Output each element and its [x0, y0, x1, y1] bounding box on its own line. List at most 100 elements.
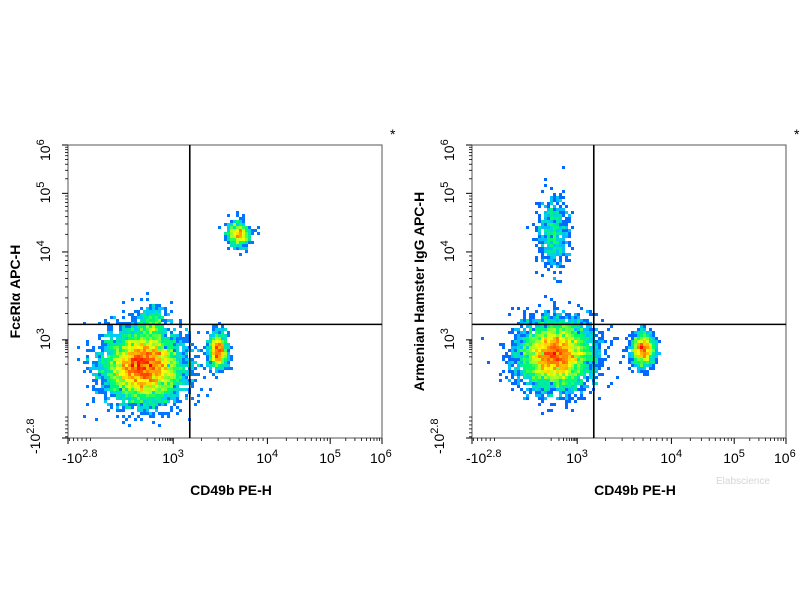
- event-bin: [92, 388, 95, 391]
- event-bin: [553, 220, 556, 223]
- event-bin: [119, 397, 122, 400]
- event-bin: [517, 334, 520, 337]
- event-bin: [580, 352, 583, 355]
- event-bin: [553, 322, 556, 325]
- event-bin: [643, 364, 646, 367]
- event-bin: [170, 319, 173, 322]
- event-bin: [101, 349, 104, 352]
- event-bin: [95, 355, 98, 358]
- event-bin: [547, 355, 550, 358]
- event-bin: [586, 340, 589, 343]
- event-bin: [131, 352, 134, 355]
- event-bin: [167, 400, 170, 403]
- event-bin: [212, 361, 215, 364]
- event-bin: [116, 334, 119, 337]
- event-bin: [224, 232, 227, 235]
- event-bin: [140, 325, 143, 328]
- event-bin: [643, 346, 646, 349]
- event-bin: [541, 223, 544, 226]
- event-bin: [155, 319, 158, 322]
- event-bin: [571, 322, 574, 325]
- event-bin: [134, 316, 137, 319]
- event-bin: [634, 355, 637, 358]
- event-bin: [565, 217, 568, 220]
- event-bin: [562, 211, 565, 214]
- event-bin: [161, 391, 164, 394]
- event-bin: [140, 382, 143, 385]
- event-bin: [182, 382, 185, 385]
- event-bin: [553, 277, 556, 280]
- event-bin: [559, 208, 562, 211]
- event-bin: [131, 346, 134, 349]
- event-bin: [146, 358, 149, 361]
- event-bin: [562, 385, 565, 388]
- event-bin: [538, 394, 541, 397]
- event-bin: [505, 352, 508, 355]
- event-bin: [227, 343, 230, 346]
- event-bin: [83, 361, 86, 364]
- event-bin: [104, 373, 107, 376]
- event-bin: [574, 319, 577, 322]
- event-bin: [562, 340, 565, 343]
- event-bin: [110, 325, 113, 328]
- event-bin: [535, 319, 538, 322]
- event-bin: [140, 343, 143, 346]
- event-bin: [535, 349, 538, 352]
- event-bin: [547, 376, 550, 379]
- y-tick-label: -102.8: [429, 418, 447, 454]
- event-bin: [227, 346, 230, 349]
- event-bin: [128, 334, 131, 337]
- event-bin: [556, 253, 559, 256]
- event-bin: [131, 412, 134, 415]
- event-bin: [574, 361, 577, 364]
- event-bin: [571, 361, 574, 364]
- event-bin: [110, 349, 113, 352]
- event-bin: [152, 403, 155, 406]
- event-bin: [155, 409, 158, 412]
- event-bin: [529, 361, 532, 364]
- event-bin: [167, 343, 170, 346]
- event-bin: [628, 361, 631, 364]
- event-bin: [631, 361, 634, 364]
- event-bin: [131, 358, 134, 361]
- event-bin: [107, 334, 110, 337]
- event-bin: [98, 352, 101, 355]
- event-bin: [547, 373, 550, 376]
- event-bin: [104, 343, 107, 346]
- event-bin: [553, 250, 556, 253]
- event-bin: [535, 331, 538, 334]
- event-bin: [553, 379, 556, 382]
- event-bin: [559, 376, 562, 379]
- event-bin: [562, 388, 565, 391]
- event-dots: [481, 166, 661, 415]
- event-bin: [146, 370, 149, 373]
- event-bin: [568, 355, 571, 358]
- event-bin: [152, 391, 155, 394]
- event-bin: [176, 382, 179, 385]
- event-bin: [562, 352, 565, 355]
- event-bin: [520, 346, 523, 349]
- event-bin: [565, 373, 568, 376]
- event-bin: [640, 352, 643, 355]
- event-bin: [224, 352, 227, 355]
- event-bin: [170, 340, 173, 343]
- event-bin: [161, 355, 164, 358]
- event-bin: [158, 331, 161, 334]
- event-bin: [580, 382, 583, 385]
- event-bin: [170, 388, 173, 391]
- event-bin: [577, 304, 580, 307]
- event-bin: [125, 328, 128, 331]
- event-bin: [514, 334, 517, 337]
- event-bin: [523, 364, 526, 367]
- event-bin: [197, 364, 200, 367]
- event-bin: [625, 346, 628, 349]
- event-bin: [565, 406, 568, 409]
- event-bin: [140, 331, 143, 334]
- event-bin: [598, 364, 601, 367]
- event-bin: [541, 256, 544, 259]
- event-bin: [149, 376, 152, 379]
- event-bin: [119, 358, 122, 361]
- event-bin: [125, 367, 128, 370]
- event-bin: [589, 349, 592, 352]
- event-bin: [143, 313, 146, 316]
